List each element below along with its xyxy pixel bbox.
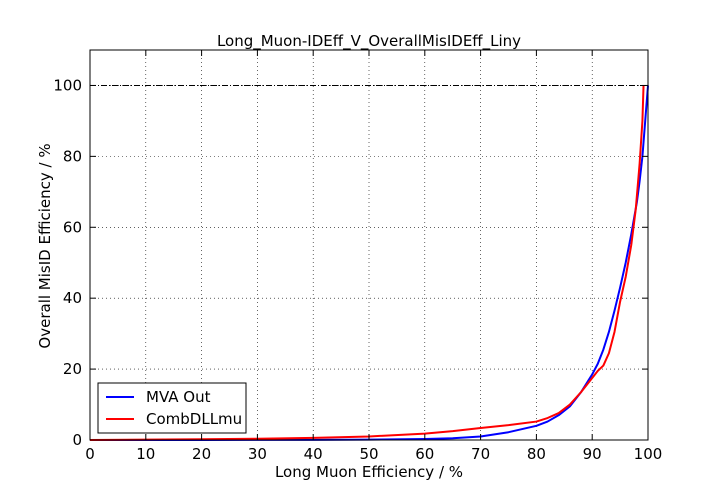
x-tick-label: 70 [471,445,490,463]
legend: MVA Out CombDLLmu [97,382,247,434]
x-tick-label: 0 [85,445,95,463]
y-tick-label: 0 [72,431,82,449]
x-tick-label: 40 [304,445,323,463]
y-axis-label: Overall MisID Efficiency / % [36,143,54,348]
x-tick-label: 60 [415,445,434,463]
y-tick-label: 20 [63,360,82,378]
y-tick-label: 80 [63,147,82,165]
x-tick-label: 10 [136,445,155,463]
x-tick-label: 50 [359,445,378,463]
legend-label: CombDLLmu [146,410,242,428]
y-tick-label: 100 [53,76,82,94]
y-tick-label: 40 [63,289,82,307]
legend-box [97,382,247,434]
x-tick-label: 80 [527,445,546,463]
chart-title: Long_Muon-IDEff_V_OverallMisIDEff_Liny [217,32,521,51]
series-line-combdllmu [89,85,645,441]
y-tick-label: 60 [63,218,82,236]
x-tick-label: 20 [192,445,211,463]
x-tick-label: 100 [634,445,663,463]
x-tick-label: 30 [248,445,267,463]
legend-label: MVA Out [146,388,211,406]
x-axis-label: Long Muon Efficiency / % [275,463,463,481]
x-tick-label: 90 [583,445,602,463]
